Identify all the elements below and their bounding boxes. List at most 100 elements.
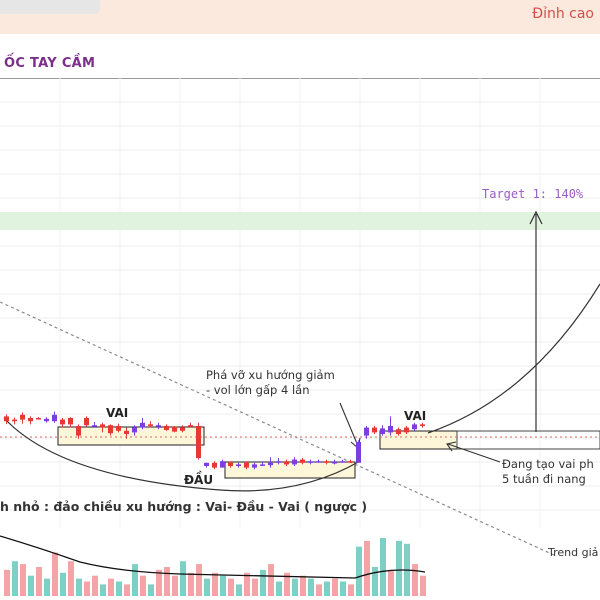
candle-down [76, 426, 81, 436]
candle-up [140, 422, 145, 428]
price-chart: Target 1: 140% Phá vỡ xu hướng giảm - vo… [0, 78, 600, 596]
volume-ma-line [0, 535, 426, 579]
candle-down [404, 427, 409, 433]
vai-left-zone [57, 426, 205, 446]
forming-zone [456, 430, 600, 450]
volume-bar [236, 584, 242, 596]
volume-bar [396, 540, 402, 596]
volume-bar [180, 561, 186, 596]
candle-down [4, 416, 9, 422]
candle-up [220, 461, 225, 468]
volume-bar [76, 578, 82, 596]
volume-bar [364, 540, 370, 596]
volume-bar [308, 578, 314, 596]
volume-bar [300, 575, 306, 596]
candle-down [116, 426, 121, 431]
page-title: ỐC TAY CẦM [4, 56, 96, 71]
dau-zone [224, 461, 356, 479]
volume-bar [252, 578, 258, 596]
candle-down [228, 462, 233, 466]
volume-bar [228, 578, 234, 596]
volume-bar [108, 578, 114, 596]
target-arrow-head [529, 210, 543, 225]
volume-bar [140, 575, 146, 596]
pattern-caption: h nhỏ : đảo chiều xu hướng : Vai- Đầu - … [0, 499, 367, 514]
volume-bar [20, 564, 26, 596]
candle-down [212, 462, 217, 468]
candle-down [348, 461, 353, 463]
projected-curve [427, 283, 600, 434]
candle-up [156, 425, 161, 427]
candle-down [28, 418, 33, 422]
candle-up [332, 462, 337, 464]
target-band [0, 212, 600, 230]
candle-down [108, 425, 113, 434]
volume-bar [276, 581, 282, 596]
candle-up [268, 462, 273, 466]
volume-bar [164, 567, 170, 596]
candle-up [204, 462, 209, 466]
volume-bar [260, 569, 266, 596]
vai-left-label: VAI [106, 406, 128, 420]
candle-down [284, 461, 289, 465]
candle-up [316, 461, 321, 463]
candle-up [132, 427, 137, 433]
candle-up [236, 464, 241, 466]
candle-up [260, 464, 265, 466]
candle-up [340, 461, 345, 463]
candle-down [244, 462, 249, 468]
volume-bar [132, 564, 138, 596]
volume-bar [4, 569, 10, 596]
candle-up [388, 426, 393, 433]
volume-panel [4, 538, 426, 596]
volume-bar [28, 575, 34, 596]
volume-bar [316, 584, 322, 596]
candle-down [100, 424, 105, 428]
candle-down [20, 414, 25, 420]
volume-bar [324, 581, 330, 596]
volume-bar [372, 567, 378, 596]
volume-bar [268, 564, 274, 596]
forming-label-line1: Đang tạo vai ph [502, 457, 594, 471]
candle-up [356, 442, 361, 463]
vai-right-label: VAI [404, 409, 426, 423]
candle-down [172, 426, 177, 432]
candle-up [364, 427, 369, 436]
volume-bar [380, 538, 386, 596]
candle-down [12, 419, 17, 422]
top-banner: Đỉnh cao [0, 0, 600, 34]
volume-bar [348, 584, 354, 596]
candle-down [84, 418, 89, 426]
volume-bar [92, 575, 98, 596]
vai-right-zone [379, 430, 458, 450]
candle-down [36, 418, 41, 420]
volume-bar [244, 572, 250, 596]
candle-up [412, 424, 417, 430]
candle-down [420, 424, 425, 426]
volume-bar [12, 561, 18, 596]
candle-up [380, 428, 385, 434]
candle-down [396, 429, 401, 434]
volume-bar [172, 575, 178, 596]
candle-down [68, 418, 73, 425]
volume-bar [116, 581, 122, 596]
candle-up [44, 418, 49, 422]
candle-down [148, 424, 153, 426]
volume-bar [36, 567, 42, 596]
volume-bar [124, 584, 130, 596]
volume-bar [196, 564, 202, 596]
head-cup-curve [3, 417, 361, 492]
volume-bar [148, 584, 154, 596]
volume-bar [100, 584, 106, 596]
candle-down [180, 427, 185, 431]
volume-bar [284, 572, 290, 596]
breakout-label-line1: Phá vỡ xu hướng giảm [206, 368, 335, 382]
trend-label: Trend giả [547, 546, 598, 559]
candle-down [196, 426, 201, 458]
candle-down [164, 426, 169, 430]
candle-down [188, 425, 193, 427]
volume-bar [204, 578, 210, 596]
chart-header: ỐC TAY CẦM [0, 34, 600, 79]
volume-bar [52, 552, 58, 596]
target-label: Target 1: 140% [482, 187, 584, 201]
